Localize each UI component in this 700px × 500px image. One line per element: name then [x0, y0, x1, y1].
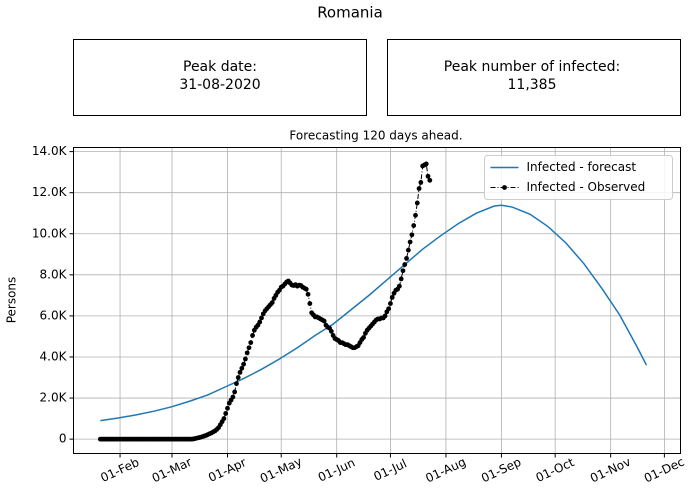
data-point	[244, 350, 250, 356]
data-point	[382, 313, 388, 319]
info-value: 11,385	[508, 77, 557, 93]
y-tick-label: 12.0K	[32, 185, 68, 199]
data-point	[232, 389, 238, 395]
x-tick-label: 01-Aug	[423, 455, 468, 486]
x-tick-label: 01-Jun	[316, 455, 357, 484]
chart-subtitle: Forecasting 120 days ahead.	[289, 129, 462, 143]
data-point	[423, 161, 429, 167]
x-tick-label: 01-Feb	[98, 455, 141, 485]
x-tick-label: 01-Mar	[150, 455, 194, 486]
data-point	[389, 295, 395, 300]
x-tick-label: 01-Sep	[479, 455, 523, 486]
y-axis-label: Persons	[5, 277, 19, 324]
data-point	[234, 381, 239, 387]
data-point	[307, 301, 313, 306]
data-point	[248, 340, 254, 346]
x-tick-label: 01-Dec	[642, 455, 687, 486]
x-tick-label: 01-Jul	[372, 456, 409, 483]
info-box	[73, 39, 367, 116]
x-tick-label: 01-Nov	[588, 455, 633, 486]
info-box	[387, 39, 681, 116]
data-point	[221, 416, 227, 421]
data-point	[427, 177, 433, 183]
data-point	[418, 180, 424, 185]
y-tick-label: 2.0K	[40, 391, 68, 405]
data-point	[388, 301, 393, 306]
data-point	[402, 262, 408, 267]
data-point	[398, 276, 404, 282]
y-tick-label: 8.0K	[40, 267, 68, 281]
info-value: 31-08-2020	[179, 77, 260, 93]
info-title: Peak number of infected:	[444, 59, 620, 75]
chart-title: Romania	[317, 4, 383, 22]
legend-label: Infected - Observed	[527, 180, 646, 194]
y-tick-label: 6.0K	[40, 308, 68, 322]
legend-label: Infected - forecast	[527, 160, 637, 174]
data-point	[230, 394, 236, 400]
data-point	[250, 333, 255, 338]
data-point	[259, 315, 264, 321]
data-point	[396, 283, 402, 289]
data-point	[425, 173, 431, 179]
x-tick-label: 01-May	[258, 454, 304, 485]
series-line	[100, 204, 648, 422]
y-tick-label: 10.0K	[32, 226, 68, 240]
x-tick-label: 01-Apr	[206, 455, 248, 485]
data-point	[413, 212, 418, 218]
data-point	[411, 223, 417, 228]
info-title: Peak date:	[183, 59, 257, 75]
data-point	[416, 186, 422, 191]
y-tick-label: 0	[59, 432, 67, 446]
data-point	[303, 286, 309, 292]
data-point	[407, 239, 413, 245]
data-point	[386, 306, 392, 312]
data-point	[305, 291, 311, 297]
data-point	[257, 319, 263, 325]
data-point	[242, 356, 248, 362]
legend-box	[484, 155, 673, 200]
data-point	[225, 405, 230, 411]
data-point	[409, 232, 415, 238]
data-point	[321, 318, 327, 324]
data-point	[328, 328, 334, 334]
x-tick-label: 01-Oct	[534, 455, 577, 485]
data-point	[361, 335, 366, 340]
legend-marker	[502, 185, 507, 190]
data-point	[223, 411, 229, 416]
axes-frame	[73, 147, 681, 454]
data-point	[414, 200, 420, 206]
data-point	[237, 369, 243, 375]
data-point	[405, 247, 411, 253]
data-point	[269, 300, 275, 305]
data-point	[235, 375, 241, 380]
data-point	[246, 345, 252, 351]
data-point	[400, 268, 406, 274]
y-tick-label: 4.0K	[40, 349, 68, 363]
data-point	[404, 255, 409, 261]
y-tick-label: 14.0K	[32, 144, 68, 158]
data-point	[239, 365, 245, 371]
data-point	[241, 361, 247, 367]
